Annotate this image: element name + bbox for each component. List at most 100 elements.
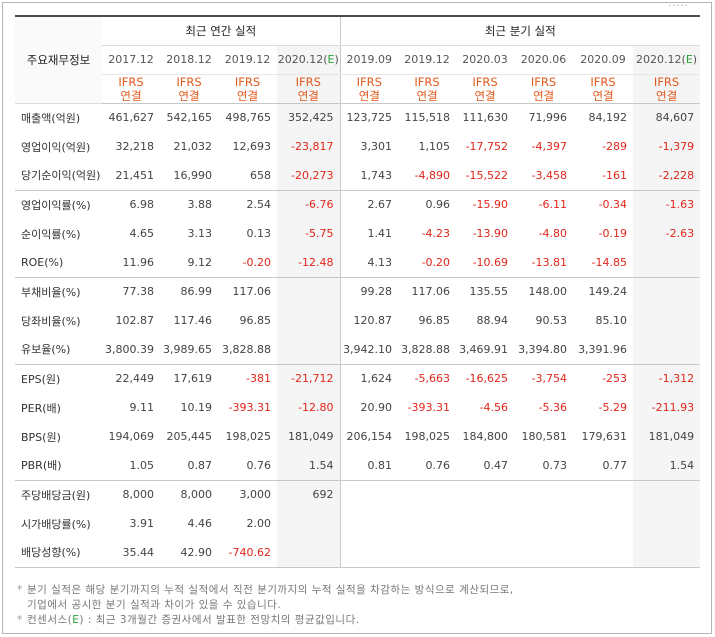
table-cell (573, 509, 633, 538)
table-cell: -4.56 (479, 401, 509, 414)
table-cell: 4.65 (129, 227, 155, 240)
table-cell: -5.75 (277, 219, 341, 248)
row-label: PBR(배) (21, 459, 62, 473)
table-cell: 184,800 (462, 430, 509, 443)
table-cell: 1.54 (277, 451, 341, 480)
table-cell: -211.93 (633, 393, 701, 422)
table-cell: 84,607 (633, 102, 701, 132)
table-cell: 3.13 (187, 227, 213, 240)
ifrs-badge: IFRS 연결 (102, 74, 160, 104)
table-row: 당기순이익(억원) 21,451 16,990 658 -20,273 1,743 -4,8… (15, 161, 701, 190)
table-cell: 3,800.39 (105, 342, 154, 356)
table-cell: -0.34 (573, 189, 634, 219)
table-cell: 3,942.10 (339, 335, 399, 364)
table-cell: 123,725 (339, 102, 399, 132)
table-cell: 84,192 (573, 102, 634, 132)
table-cell: 1.54 (633, 451, 701, 480)
table-cell: 35.44 (102, 538, 160, 568)
table-cell: 692 (277, 479, 341, 509)
table-cell: 3,469.91 (459, 342, 509, 356)
table-cell: 10.19 (180, 401, 213, 414)
table-cell: 2.54 (218, 189, 277, 219)
row-label: PER(배) (21, 401, 61, 415)
table-cell (277, 335, 341, 364)
period-header: 2020.09 (573, 45, 634, 75)
table-cell: 1.41 (339, 219, 399, 248)
table-cell: 21,032 (173, 140, 213, 153)
row-label: 유보율(%) (21, 343, 71, 357)
ifrs-badge: IFRS 연결 (218, 74, 277, 104)
table-cell: 16,990 (173, 168, 213, 182)
table-cell (456, 479, 515, 509)
table-row: 영업이익률(%) 6.98 3.88 2.54 -6.76 2.67 0.96 -15.90-… (15, 189, 701, 219)
table-cell: 8,000 (160, 479, 218, 509)
table-row: 매출액(억원) 461,627 542,165 498,765 352,425 123,7… (15, 102, 701, 132)
table-cell: 117.06 (218, 276, 277, 306)
table-cell: 17,619 (160, 363, 218, 393)
table-cell: 117.46 (173, 314, 213, 327)
table-row: PER(배) 9.11 10.19 -393.31 -12.80 20.90 -393.31… (15, 393, 701, 422)
period-header: 2019.12 (218, 45, 277, 75)
table-cell: -5.36 (538, 401, 568, 414)
ifrs-badge: IFRS 연결 (456, 74, 515, 104)
table-row: 시가배당률(%) 3.91 4.46 2.00 (15, 509, 701, 538)
ifrs-badge: IFRS 연결 (339, 74, 399, 104)
table-cell: 22,449 (102, 363, 160, 393)
table-cell: 148.00 (514, 276, 574, 306)
table-cell: -1,379 (633, 132, 701, 161)
table-cell: 1,743 (339, 161, 399, 190)
table-cell (398, 509, 456, 538)
table-cell: 0.13 (246, 227, 272, 240)
table-cell: -2,228 (633, 161, 701, 190)
table-cell: 498,765 (218, 102, 277, 132)
table-cell (514, 479, 574, 509)
table-cell: 0.73 (542, 458, 568, 472)
period-header: 2020.12(E) (633, 45, 701, 75)
table-row: 당좌비율(%) 102.87 117.46 96.85 120.87 96.85 88.94… (15, 306, 701, 335)
row-label: 영업이익(억원) (21, 140, 91, 154)
table-cell: -20,273 (277, 161, 341, 190)
financial-table: 주요재무정보 최근 연간 실적 최근 분기 실적 2017.12 2018.12 2… (15, 15, 701, 568)
row-label-header: 주요재무정보 (15, 16, 102, 104)
table-cell: 71,996 (514, 102, 574, 132)
table-cell (633, 248, 701, 277)
ifrs-badge: IFRS 연결 (160, 74, 218, 104)
table-cell: 0.87 (187, 458, 213, 472)
table-cell: 3,828.88 (222, 342, 271, 356)
row-label: 순이익률(%) (21, 227, 81, 241)
table-row: 부채비율(%) 77.38 86.99 117.06 99.28 117.06 135.55… (15, 276, 701, 306)
annual-header: 최근 연간 실적 (102, 16, 341, 46)
table-cell: 3,391.96 (578, 342, 628, 356)
table-row: 영업이익(억원) 32,218 21,032 12,693 -23,817 3,301 1,… (15, 132, 701, 161)
period-header: 2018.12 (160, 45, 218, 75)
table-cell: 205,445 (166, 430, 213, 443)
row-label: 매출액(억원) (15, 102, 102, 132)
table-cell: 4.13 (339, 248, 399, 277)
row-label: 배당성향(%) (15, 538, 102, 568)
table-row: PBR(배) 1.05 0.87 0.76 1.54 0.81 0.76 0.47 0.73 0.… (15, 451, 701, 480)
table-cell: -4,397 (531, 140, 568, 153)
table-cell (514, 538, 574, 568)
footnotes: * 분기 실적은 해당 분기까지의 누적 실적에서 직전 분기까지의 누적 실적을… (17, 584, 514, 626)
table-cell: 2.00 (246, 517, 272, 530)
table-cell: 149.24 (573, 276, 634, 306)
table-row: BPS(원) 194,069 205,445 198,025 181,049 206,15… (15, 422, 701, 451)
table-cell: 181,049 (277, 422, 341, 451)
table-cell (573, 538, 634, 568)
note-quarter-diff: 기업에서 공시한 분기 실적과 차이가 있을 수 있습니다. (27, 599, 282, 611)
ifrs-badge: IFRS 연결 (277, 74, 341, 104)
table-cell: -5.29 (598, 401, 628, 414)
table-cell: 352,425 (277, 102, 341, 132)
ifrs-badge: IFRS 연결 (633, 74, 701, 104)
table-cell: -1,312 (633, 363, 701, 393)
table-cell: -13.90 (472, 227, 509, 240)
table-cell (633, 538, 701, 568)
table-cell: -393.31 (228, 401, 271, 414)
table-cell: -0.20 (242, 255, 271, 269)
table-cell: 3.91 (129, 517, 155, 530)
ifrs-badge: IFRS 연결 (398, 74, 457, 104)
table-cell: -14.85 (591, 255, 628, 269)
table-cell: 111,630 (456, 102, 515, 132)
table-cell (277, 306, 341, 335)
